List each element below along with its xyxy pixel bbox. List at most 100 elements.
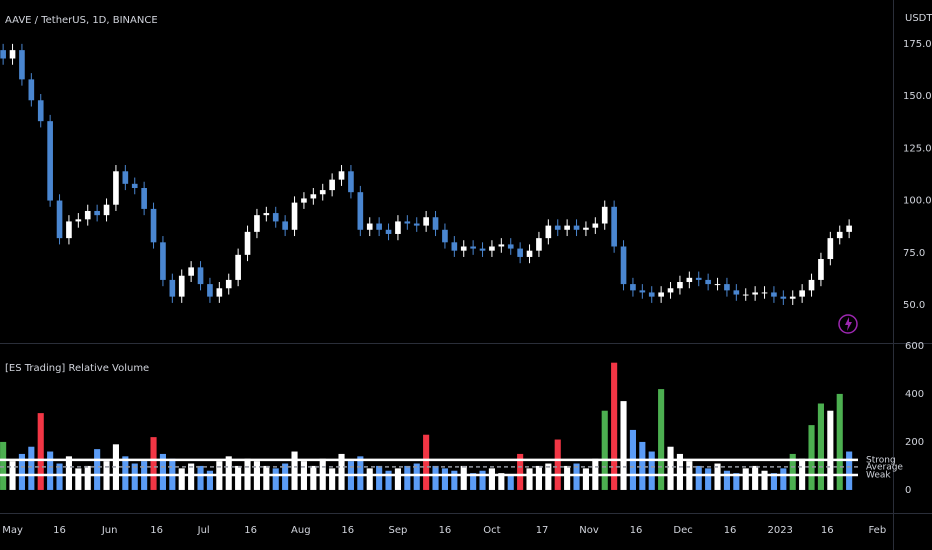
candle-body <box>517 248 523 257</box>
candle-body <box>150 208 157 243</box>
candle-body <box>442 229 448 243</box>
x-tick-label: Oct <box>483 525 500 536</box>
volume-bar <box>667 446 674 490</box>
candle-body <box>789 296 796 299</box>
volume-bar <box>846 451 853 490</box>
candle-body <box>244 231 251 255</box>
candle-body <box>357 192 364 230</box>
alert-circle[interactable] <box>838 314 858 334</box>
y-tick-label: 150.0 <box>903 91 932 102</box>
candle-body <box>122 171 129 184</box>
volume-bar <box>28 446 35 490</box>
volume-bar <box>470 473 477 490</box>
volume-bar <box>714 463 721 490</box>
volume-bar <box>498 473 505 490</box>
x-tick-label: 16 <box>341 525 354 536</box>
candle-body <box>827 238 834 260</box>
alert-bolt[interactable] <box>845 317 852 331</box>
x-tick-label: 17 <box>536 525 549 536</box>
candle-body <box>413 223 420 226</box>
volume-bar <box>65 456 72 490</box>
volume-bar <box>695 465 702 490</box>
candle-body <box>423 217 429 226</box>
volume-bar <box>432 465 439 490</box>
candle-body <box>479 248 486 251</box>
candle-body <box>141 188 147 209</box>
volume-bar <box>827 410 834 490</box>
candle-body <box>37 100 44 122</box>
volume-bar <box>37 413 44 490</box>
volume-bar <box>648 451 655 490</box>
volume-bar <box>338 453 345 490</box>
x-tick-label: Nov <box>579 525 599 536</box>
candle-body <box>752 292 758 295</box>
candle-body <box>836 231 843 239</box>
volume-bar <box>385 470 392 490</box>
candle-body <box>846 225 852 232</box>
x-tick-label: Jul <box>197 525 210 536</box>
x-tick-label: 16 <box>724 525 737 536</box>
candle-body <box>771 292 777 297</box>
candle-body <box>799 290 805 297</box>
volume-bar <box>329 468 336 490</box>
x-tick-label: 16 <box>630 525 643 536</box>
volume-bar <box>620 401 627 490</box>
volume-bar <box>56 463 63 490</box>
candle-body <box>808 279 815 291</box>
candle-body <box>319 190 326 195</box>
candle-body <box>611 206 617 247</box>
alert-icon[interactable] <box>838 314 858 334</box>
candle-body <box>366 223 373 230</box>
candle-body <box>348 171 354 193</box>
volume-bar <box>545 463 552 490</box>
volume-bar <box>733 473 740 490</box>
candle-body <box>9 50 16 59</box>
volume-bar <box>770 473 777 490</box>
volume-bar <box>404 465 411 490</box>
candle-body <box>780 296 787 299</box>
level-label: Strong <box>866 455 896 465</box>
volume-bar <box>0 441 7 490</box>
volume-bar <box>18 453 25 490</box>
candle-body <box>207 284 213 297</box>
x-tick-label: May <box>2 525 23 536</box>
candle-body <box>498 244 505 247</box>
volume-bar <box>460 465 467 490</box>
x-tick-label: 16 <box>439 525 452 536</box>
volume-bar <box>188 463 195 490</box>
volume-bar <box>451 470 458 490</box>
candle-body <box>554 225 561 230</box>
candle-body <box>160 242 166 280</box>
volume-bar <box>761 470 768 490</box>
y-tick-label: 0 <box>905 485 911 496</box>
candle-body <box>658 292 664 297</box>
volume-bar <box>817 403 824 490</box>
candle-body <box>84 210 91 220</box>
volume-bar <box>752 465 759 490</box>
volume-bar <box>582 468 589 490</box>
x-tick-label: 16 <box>821 525 834 536</box>
volume-bar <box>535 465 542 490</box>
candle-body <box>329 179 335 191</box>
candle-body <box>94 210 100 216</box>
volume-bar <box>742 468 749 490</box>
candle-body <box>545 225 552 239</box>
candle-body <box>395 221 401 234</box>
candle-body <box>272 213 279 222</box>
candle-body <box>404 221 411 224</box>
candle-body <box>724 284 730 291</box>
y-tick-label: 600 <box>905 341 924 352</box>
x-tick-label: 16 <box>150 525 163 536</box>
candle-body <box>460 246 467 251</box>
volume-bar <box>47 451 54 490</box>
volume-bar <box>357 456 364 490</box>
candle-body <box>188 267 194 276</box>
volume-bar <box>75 468 82 490</box>
x-tick-label: 2023 <box>767 525 792 536</box>
volume-bar <box>197 465 204 490</box>
volume-bar <box>272 468 279 490</box>
volume-bar <box>507 475 514 490</box>
candle-body <box>385 229 392 234</box>
candle-body <box>470 246 476 249</box>
y-tick-label: 125.0 <box>903 143 932 154</box>
